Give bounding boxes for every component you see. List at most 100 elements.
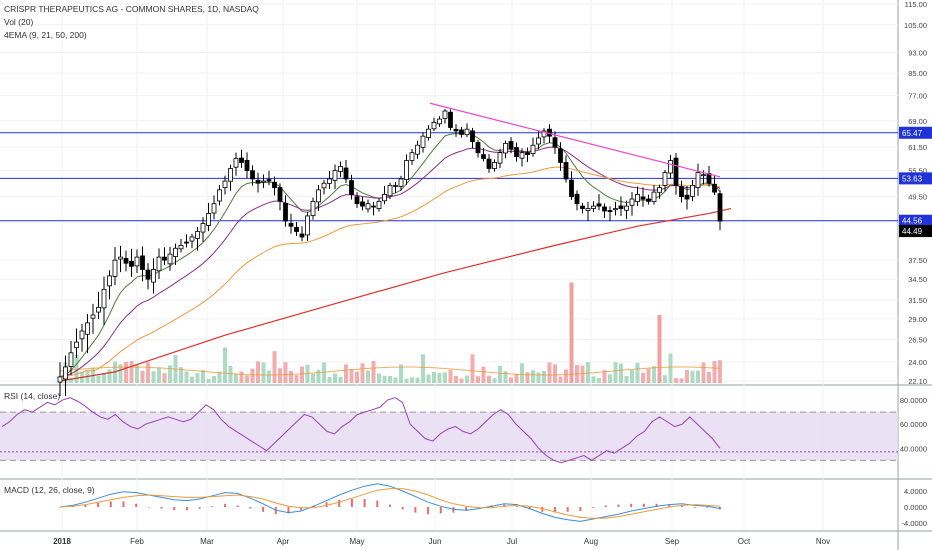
macd-histogram-bar (617, 504, 620, 507)
volume-bar (245, 375, 249, 383)
candle-body (420, 135, 426, 148)
macd-histogram-bar (592, 507, 595, 508)
candle-body (668, 160, 673, 174)
volume-bar (668, 353, 673, 383)
price-tag: 65.47 (899, 126, 932, 139)
macd-histogram-bar (541, 507, 544, 512)
candle-body (574, 193, 580, 205)
candle-body (635, 193, 640, 202)
candle-body (415, 144, 420, 155)
volume-bar (624, 376, 629, 383)
rsi-tick-label: 80.0000 (900, 396, 927, 405)
volume-bar (476, 376, 480, 383)
volume-bar (696, 370, 700, 383)
x-tick-label: Nov (816, 537, 830, 546)
price-tag-label: 53.63 (902, 174, 923, 183)
macd-histogram-bar (427, 507, 430, 515)
volume-bar (157, 367, 161, 383)
volume-bar (344, 364, 348, 383)
candle-body (508, 141, 514, 150)
volume-bar (74, 354, 79, 383)
macd-histogram-bar (389, 504, 391, 507)
volume-bar (690, 370, 695, 383)
candle-body (404, 160, 409, 180)
candle-body (200, 223, 206, 233)
candle-body (255, 179, 261, 184)
candle-body (321, 182, 327, 189)
candle-body (536, 137, 541, 145)
macd-histogram-bar (350, 499, 353, 507)
volume-bar (580, 365, 585, 383)
price-tick-label: 22.10 (908, 377, 927, 386)
candle-body (63, 366, 68, 380)
macd-histogram-bar (122, 501, 125, 507)
candle-body (316, 189, 321, 203)
ema-legend: 4EMA (9, 21, 50, 200) (4, 30, 87, 40)
volume-bar (217, 371, 222, 383)
candle-body (239, 157, 244, 163)
candle-body (684, 194, 690, 200)
price-tick-label: 69.00 (908, 117, 927, 126)
price-tag: 44.49 (899, 225, 932, 238)
volume-bar (102, 373, 106, 383)
volume-bar (542, 371, 546, 383)
candle-body (228, 168, 233, 182)
candle-body (382, 193, 387, 202)
volume-bar (619, 363, 623, 383)
macd-histogram-bar (554, 507, 556, 513)
volume-bar (333, 373, 337, 383)
volume-bar (630, 370, 634, 383)
candle-body (569, 179, 574, 198)
macd-histogram-bar (249, 507, 252, 509)
candle-body (277, 187, 283, 202)
volume-bar (146, 362, 150, 383)
candle-body (376, 200, 382, 209)
candle-body (453, 128, 459, 132)
volume-bar (481, 366, 486, 383)
x-tick-label: Apr (277, 537, 290, 546)
candle-body (486, 158, 492, 169)
volume-bar (140, 371, 145, 383)
volume-bar (520, 363, 524, 383)
volume-bar (608, 374, 612, 383)
volume-bar (349, 369, 354, 383)
candle-body (189, 236, 195, 242)
candle-body (624, 205, 629, 211)
volume-bar (316, 369, 321, 383)
candle-body (552, 137, 558, 148)
candle-body (288, 223, 294, 227)
symbol-title: CRISPR THERAPEUTICS AG - COMMON SHARES, … (4, 4, 259, 14)
volume-bar (366, 370, 370, 383)
x-tick-label: Jul (507, 537, 517, 546)
macd-histogram-bar (566, 507, 569, 512)
price-tick-label: 85.00 (908, 69, 927, 78)
candle-body (426, 128, 431, 138)
volume-bar (487, 375, 491, 383)
volume-bar (272, 351, 277, 383)
volume-bar (118, 364, 123, 383)
volume-bar (459, 378, 464, 383)
candle-body (360, 201, 365, 207)
macd-histogram-bar (439, 507, 442, 514)
candle-body (294, 227, 299, 232)
candle-body (525, 152, 530, 156)
volume-bar (514, 374, 519, 383)
volume-bar (465, 375, 469, 383)
macd-histogram-bar (414, 507, 417, 513)
candle-body (85, 322, 90, 335)
rsi-tick-label: 60.0000 (900, 420, 927, 429)
volume-bar (707, 371, 711, 383)
volume-bar (250, 368, 255, 383)
volume-bar (184, 371, 189, 383)
volume-bar (553, 364, 557, 383)
volume-bar (399, 364, 403, 383)
volume-bar (168, 365, 172, 383)
price-tag: 44.56 (899, 214, 932, 227)
candle-body (442, 110, 448, 119)
candle-body (145, 269, 151, 280)
ema200-line (59, 207, 732, 382)
volume-bar (503, 371, 508, 383)
candle-body (244, 159, 250, 171)
volume-bar (679, 378, 684, 383)
